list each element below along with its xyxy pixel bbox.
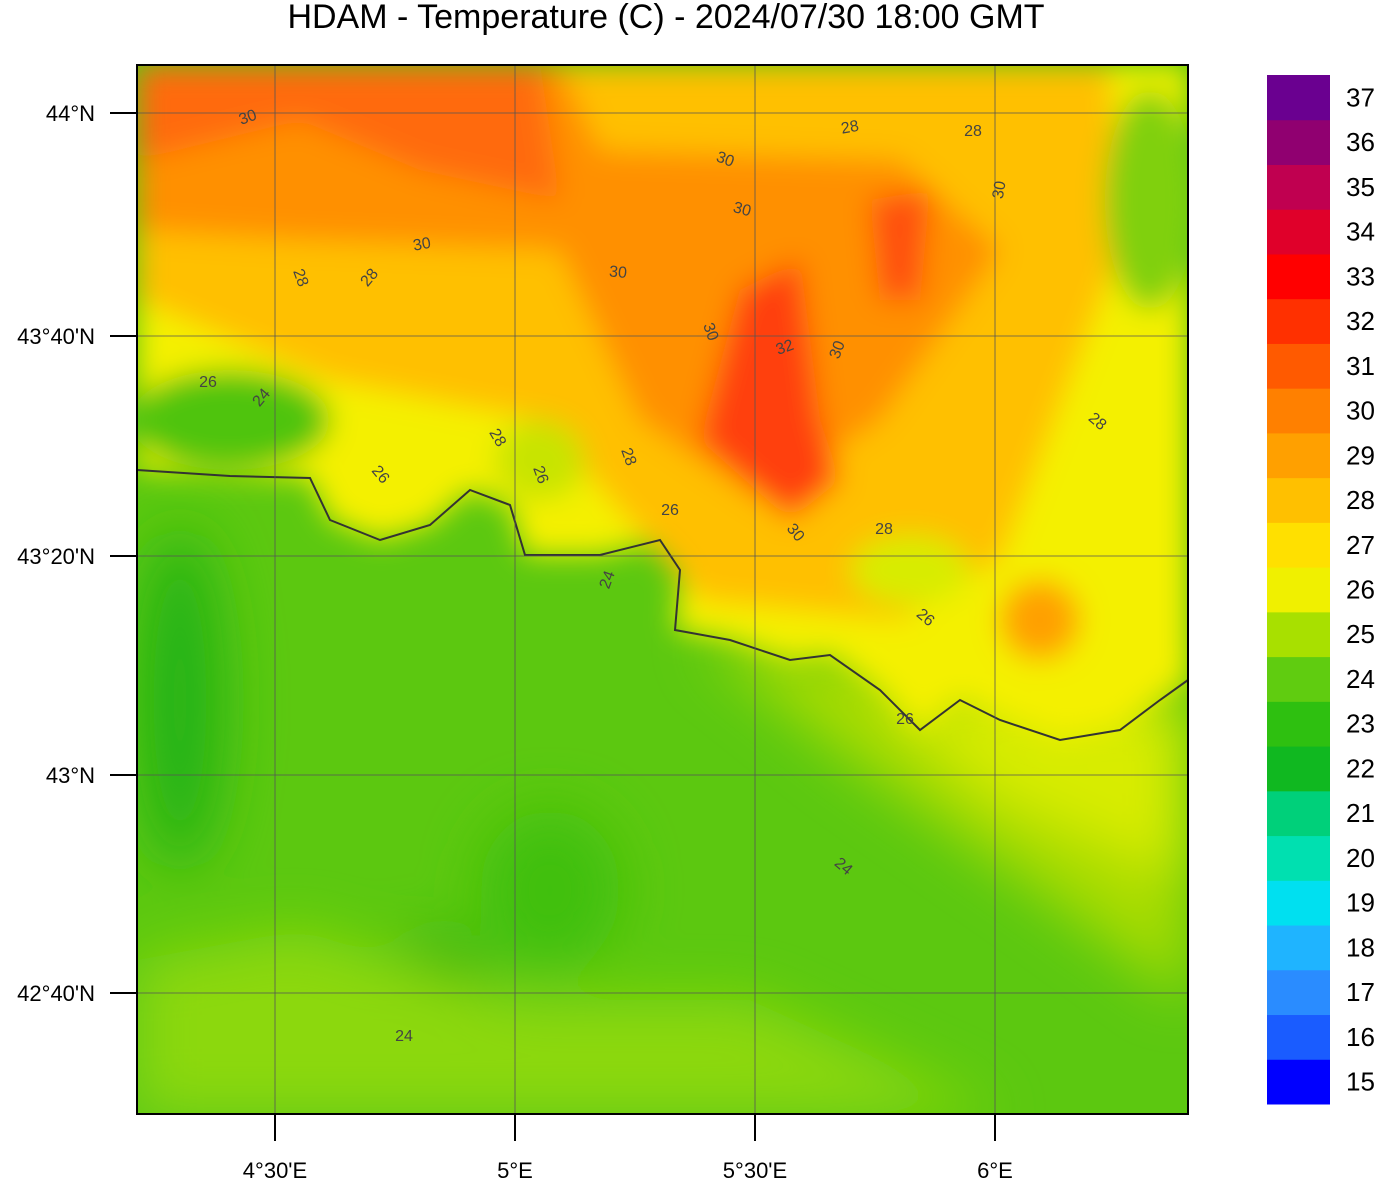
contour-label: 30 — [827, 339, 849, 362]
contour-label: 30 — [608, 263, 627, 282]
contour-label: 30 — [731, 199, 753, 220]
title: HDAM - Temperature (C) - 2024/07/30 18:0… — [287, 0, 1044, 36]
colorbar-band — [1267, 119, 1330, 165]
colorbar-band — [1267, 298, 1330, 344]
contour-label: 28 — [485, 426, 509, 450]
colorbar-label: 19 — [1346, 888, 1375, 918]
contour-label: 26 — [896, 711, 914, 728]
contour-label: 30 — [699, 321, 721, 344]
colorbar-label: 15 — [1346, 1067, 1375, 1097]
colorbar-band — [1267, 746, 1330, 792]
colorbar-band — [1267, 790, 1330, 837]
contour-label: 30 — [412, 235, 433, 255]
colorbar-band — [1267, 835, 1330, 881]
colorbar-label: 34 — [1346, 217, 1375, 247]
lon-label: 5°30'E — [723, 1158, 787, 1180]
colorbar-band — [1267, 656, 1330, 702]
colorbar-band — [1267, 388, 1330, 434]
coastline — [136, 469, 1189, 742]
colorbar-band — [1267, 209, 1330, 255]
colorbar-label: 20 — [1346, 843, 1375, 873]
contour-label: 24 — [395, 1028, 413, 1045]
colorbar-label: 36 — [1346, 127, 1375, 157]
contour-label: 24 — [597, 569, 619, 592]
contour-label: 28 — [840, 118, 861, 138]
colorbar-label: 30 — [1346, 396, 1375, 426]
colorbar-band — [1267, 1059, 1330, 1105]
contour-label: 26 — [661, 502, 679, 519]
colorbar-label: 16 — [1346, 1022, 1375, 1052]
colorbar-label: 26 — [1346, 575, 1375, 605]
map-frame — [136, 64, 1189, 1115]
colorbar-label: 29 — [1346, 440, 1375, 470]
colorbar-label: 22 — [1346, 753, 1375, 783]
colorbar-label: 37 — [1346, 82, 1375, 112]
lon-label: 6°E — [977, 1158, 1013, 1180]
colorbar-band — [1267, 432, 1330, 479]
contour-label: 28 — [964, 123, 982, 140]
colorbar-label: 21 — [1346, 798, 1375, 828]
contour-label: 28 — [289, 267, 311, 290]
contour-label: 26 — [199, 374, 217, 391]
contour-label: 26 — [529, 464, 551, 487]
colorbar-band — [1267, 164, 1330, 210]
contour-label: 30 — [990, 180, 1010, 201]
colorbar-band — [1267, 567, 1330, 613]
lon-label: 5°E — [497, 1158, 533, 1180]
colorbar-band — [1267, 253, 1330, 300]
colorbar-band — [1267, 880, 1330, 926]
contour-label: 30 — [714, 149, 737, 171]
colorbar-label: 25 — [1346, 619, 1375, 649]
colorbar-band — [1267, 611, 1330, 658]
temperature-field — [137, 65, 1188, 1114]
colorbar-label: 24 — [1346, 664, 1375, 694]
lat-label: 44°N — [46, 101, 95, 126]
colorbar-band — [1267, 1014, 1330, 1060]
colorbar-label: 33 — [1346, 261, 1375, 291]
colorbar-band — [1267, 75, 1330, 121]
contour-label: 30 — [237, 107, 260, 129]
contour-label: 28 — [875, 521, 893, 538]
lat-label: 43°40'N — [17, 324, 95, 349]
colorbar-label: 28 — [1346, 485, 1375, 515]
lon-label: 4°30'E — [243, 1158, 307, 1180]
colorbar-label: 27 — [1346, 530, 1375, 560]
lat-label: 43°20'N — [17, 544, 95, 569]
contour-label: 28 — [617, 446, 639, 469]
colorbar-band — [1267, 701, 1330, 747]
colorbar-label: 17 — [1346, 977, 1375, 1007]
colorbar: 15 16 17 18 19 20 21 22 23 24 25 26 27 28 29 30 31 32 33 34… — [1267, 75, 1375, 1105]
lat-label: 43°N — [46, 763, 95, 788]
colorbar-label: 32 — [1346, 306, 1375, 336]
colorbar-band — [1267, 969, 1330, 1016]
lat-label: 42°40'N — [17, 981, 95, 1006]
colorbar-band — [1267, 522, 1330, 568]
colorbar-label: 23 — [1346, 709, 1375, 739]
colorbar-label: 35 — [1346, 172, 1375, 202]
colorbar-label: 31 — [1346, 351, 1375, 381]
colorbar-band — [1267, 925, 1330, 971]
colorbar-band — [1267, 343, 1330, 389]
graticule — [110, 65, 1188, 1141]
contour-label: 32 — [774, 337, 797, 359]
colorbar-label: 18 — [1346, 932, 1375, 962]
colorbar-band — [1267, 477, 1330, 523]
